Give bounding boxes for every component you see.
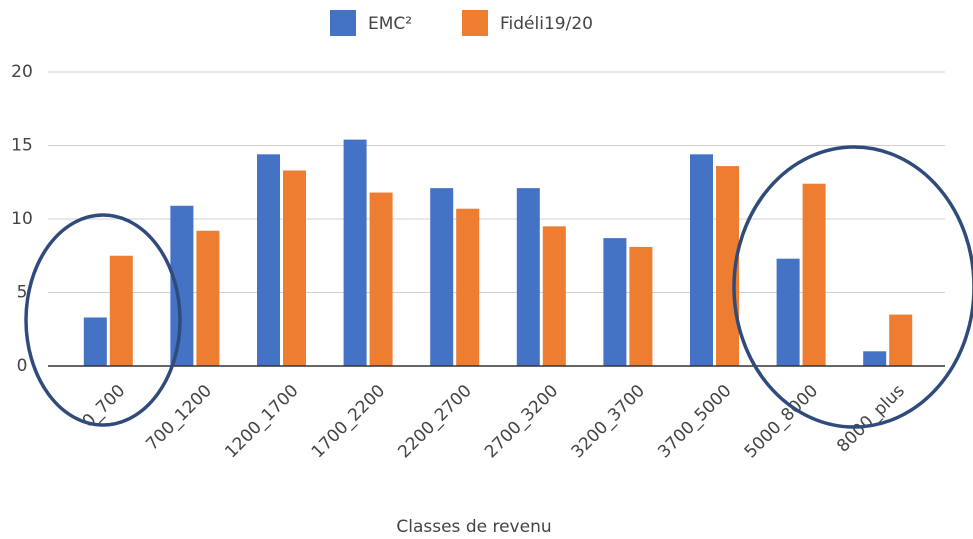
x-axis-title: Classes de revenu (396, 517, 551, 537)
bar (343, 139, 367, 366)
bar (863, 351, 887, 366)
x-tick-label: 2700_3200 (481, 381, 562, 462)
x-tick-label: 700_1200 (142, 381, 216, 455)
legend-swatch (462, 10, 488, 36)
bar (629, 246, 653, 366)
bar (283, 170, 306, 366)
x-tick-label: 1700_2200 (308, 381, 389, 462)
bar (170, 205, 194, 366)
bar (542, 226, 566, 366)
legend-swatch (330, 10, 356, 36)
y-tick-label: 0 (17, 356, 28, 376)
y-tick-label: 15 (11, 136, 33, 156)
bar (603, 238, 627, 366)
y-tick-label: 20 (11, 62, 33, 82)
bar (716, 166, 739, 366)
legend-label: EMC² (368, 14, 412, 34)
bar (456, 208, 480, 366)
legend-label: Fidéli19/20 (500, 14, 593, 34)
bar (257, 154, 280, 366)
x-tick-label: 2200_2700 (394, 381, 475, 462)
annotation-circle (24, 213, 182, 427)
y-tick-label: 5 (17, 283, 28, 303)
bar (889, 314, 913, 366)
x-tick-label: 5000_8000 (741, 381, 822, 462)
x-tick-label: 1200_1700 (221, 381, 302, 462)
bar (83, 317, 107, 366)
x-tick-label: 3200_3700 (568, 381, 649, 462)
bar (109, 255, 133, 366)
y-tick-label: 10 (11, 209, 33, 229)
bar (369, 192, 393, 366)
bar (690, 154, 713, 366)
x-tick-label: 3700_5000 (654, 381, 735, 462)
bar (430, 188, 454, 366)
bar (516, 188, 540, 366)
bar (802, 183, 826, 366)
bar (196, 230, 220, 366)
bar (776, 258, 800, 366)
annotation-circle (732, 145, 973, 429)
